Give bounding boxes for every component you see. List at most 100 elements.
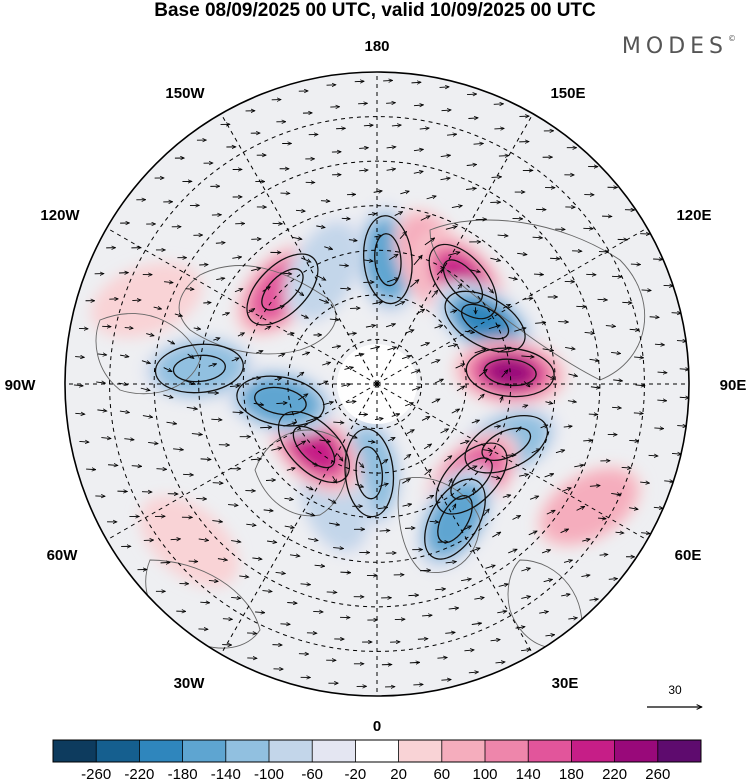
- wind-vector: [543, 579, 553, 581]
- wind-vector: [248, 309, 254, 314]
- wind-vector: [628, 508, 638, 510]
- wind-vector: [413, 149, 423, 150]
- wind-vector: [141, 361, 150, 364]
- wind-vector: [445, 226, 457, 230]
- wind-vector: [208, 364, 217, 366]
- wind-vector: [413, 105, 424, 106]
- wind-vector: [490, 640, 501, 641]
- latitude-circle: [331, 338, 423, 430]
- contour-line: [442, 259, 484, 304]
- wind-vector: [613, 380, 622, 381]
- meridian: [376, 113, 534, 385]
- wind-vector: [383, 80, 392, 81]
- anomaly-patch: [289, 222, 359, 319]
- wind-vector: [212, 521, 222, 522]
- wind-vector: [423, 444, 431, 450]
- wind-vector: [494, 128, 504, 129]
- wind-vector: [424, 469, 432, 476]
- contour-line: [437, 495, 473, 544]
- wind-vector: [386, 169, 396, 171]
- wind-vector: [460, 441, 469, 445]
- wind-vector: [447, 134, 457, 135]
- wind-vector: [372, 302, 382, 304]
- wind-vector: [411, 387, 420, 391]
- wind-vector: [183, 474, 193, 475]
- contour-line: [277, 410, 351, 484]
- colorbar-tick-label: -20: [345, 766, 367, 783]
- wind-vector: [468, 118, 478, 119]
- wind-vector: [120, 355, 129, 357]
- wind-vector: [75, 413, 84, 414]
- colorbar-swatch: [269, 740, 313, 762]
- colorbar-tick-label: 20: [390, 766, 407, 783]
- wind-vector: [560, 528, 569, 534]
- colorbar-tick-label: -220: [124, 766, 154, 783]
- wind-vector: [512, 515, 521, 520]
- wind-vector: [263, 510, 274, 511]
- wind-vector: [641, 290, 652, 291]
- wind-vector: [295, 210, 305, 211]
- anomaly-patch: [542, 470, 636, 543]
- wind-vector: [232, 257, 241, 258]
- wind-vector: [196, 498, 206, 499]
- wind-vector: [568, 618, 577, 619]
- contour-line: [344, 428, 395, 518]
- wind-vector: [413, 255, 422, 266]
- wind-vector: [394, 301, 405, 307]
- wind-vector: [441, 679, 451, 680]
- wind-vector: [475, 219, 487, 220]
- wind-vector: [403, 454, 411, 460]
- wind-vector: [211, 419, 222, 420]
- wind-vector: [440, 429, 449, 434]
- wind-vector: [420, 570, 430, 571]
- wind-vector: [339, 265, 348, 266]
- wind-vector: [284, 498, 293, 499]
- wind-vector: [542, 349, 554, 351]
- coastlines: [95, 219, 646, 649]
- brand-text: MODES: [621, 34, 728, 59]
- colorbar-tick-label: -100: [254, 766, 284, 783]
- contour-line: [450, 457, 493, 500]
- wind-vector: [466, 188, 476, 189]
- colorbar-swatch: [398, 740, 443, 762]
- contour-line: [460, 303, 510, 340]
- wind-vector: [305, 486, 313, 491]
- wind-vector: [589, 359, 600, 360]
- wind-vector: [319, 440, 330, 442]
- wind-vector: [448, 479, 452, 487]
- wind-vector: [477, 394, 484, 401]
- wind-vector: [611, 276, 622, 277]
- wind-vector: [402, 479, 410, 484]
- wind-vector: [173, 449, 183, 450]
- wind-vector: [327, 498, 336, 503]
- lon-label-150e: 150E: [550, 85, 585, 102]
- wind-vector: [213, 338, 220, 340]
- wind-vector: [79, 441, 89, 442]
- wind-vector: [679, 397, 689, 398]
- colorbar-tick-label: 100: [472, 766, 497, 783]
- wind-vector: [581, 575, 590, 577]
- meridian: [376, 383, 534, 655]
- wind-vector: [320, 201, 330, 202]
- wind-vector: [203, 302, 211, 303]
- wind-vector: [358, 103, 367, 104]
- wind-vector: [518, 474, 528, 476]
- lon-label-120e: 120E: [676, 207, 711, 224]
- wind-vector: [167, 340, 175, 345]
- wind-vector: [629, 440, 638, 441]
- wind-vector: [275, 572, 286, 573]
- wind-vector: [367, 441, 375, 442]
- colorbar-swatch: [53, 740, 97, 762]
- wind-vector: [517, 253, 527, 254]
- reference-vector-label: 30: [668, 683, 682, 697]
- contour-line: [435, 442, 508, 515]
- wind-vector: [354, 354, 364, 356]
- wind-vector: [495, 662, 505, 663]
- anomaly-patch: [155, 342, 244, 395]
- wind-vector: [267, 541, 277, 542]
- wind-vector: [255, 612, 265, 613]
- wind-vector: [252, 558, 262, 559]
- wind-vector: [215, 243, 225, 244]
- wind-vector: [615, 532, 624, 533]
- wind-vector: [212, 483, 223, 484]
